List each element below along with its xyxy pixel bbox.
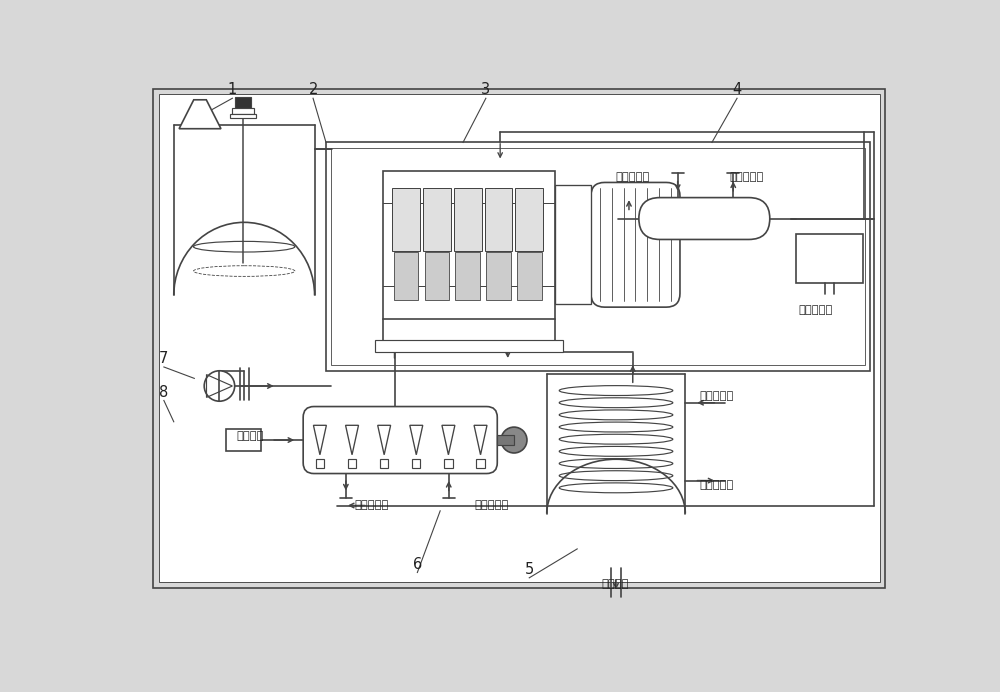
- Text: 5: 5: [525, 562, 534, 577]
- Bar: [232, 109, 254, 114]
- Circle shape: [501, 427, 527, 453]
- Bar: [375, 340, 563, 352]
- Bar: [316, 459, 324, 468]
- FancyBboxPatch shape: [591, 183, 680, 307]
- Text: 冷却水出口: 冷却水出口: [730, 172, 764, 183]
- Bar: [796, 234, 863, 283]
- Text: 冷却水进口: 冷却水进口: [616, 172, 650, 183]
- Text: 4: 4: [732, 82, 742, 98]
- Text: 热介质进口: 热介质进口: [474, 500, 508, 510]
- Text: 液相排出: 液相排出: [602, 579, 629, 589]
- Bar: [517, 252, 542, 300]
- Bar: [486, 252, 511, 300]
- Bar: [230, 114, 256, 118]
- Bar: [394, 252, 418, 300]
- Bar: [476, 459, 485, 468]
- Bar: [555, 185, 591, 304]
- Text: 隔离剂回用: 隔离剂回用: [798, 305, 833, 315]
- Circle shape: [204, 371, 235, 401]
- Bar: [383, 171, 555, 319]
- Bar: [454, 188, 482, 251]
- Text: 8: 8: [159, 385, 168, 400]
- Bar: [515, 188, 543, 251]
- Bar: [423, 188, 451, 251]
- Polygon shape: [179, 100, 221, 129]
- Bar: [331, 148, 865, 365]
- FancyBboxPatch shape: [639, 198, 770, 239]
- Text: 固相排出: 固相排出: [236, 431, 264, 441]
- Bar: [455, 252, 480, 300]
- Text: 热介质出口: 热介质出口: [354, 500, 389, 510]
- Text: 2: 2: [308, 82, 318, 98]
- Text: 1: 1: [228, 82, 237, 98]
- Text: 7: 7: [159, 351, 169, 366]
- Text: 6: 6: [413, 556, 422, 572]
- Text: 热介质进口: 热介质进口: [699, 391, 734, 401]
- Bar: [425, 252, 449, 300]
- FancyBboxPatch shape: [303, 406, 497, 473]
- Bar: [444, 459, 453, 468]
- Bar: [380, 459, 388, 468]
- Bar: [497, 435, 514, 445]
- Bar: [485, 188, 512, 251]
- Bar: [392, 188, 420, 251]
- Text: 3: 3: [481, 82, 490, 98]
- Bar: [348, 459, 356, 468]
- Bar: [235, 97, 251, 109]
- Bar: [326, 143, 870, 371]
- Bar: [412, 459, 420, 468]
- Text: 热介质出口: 热介质出口: [699, 480, 734, 490]
- Bar: [226, 429, 261, 450]
